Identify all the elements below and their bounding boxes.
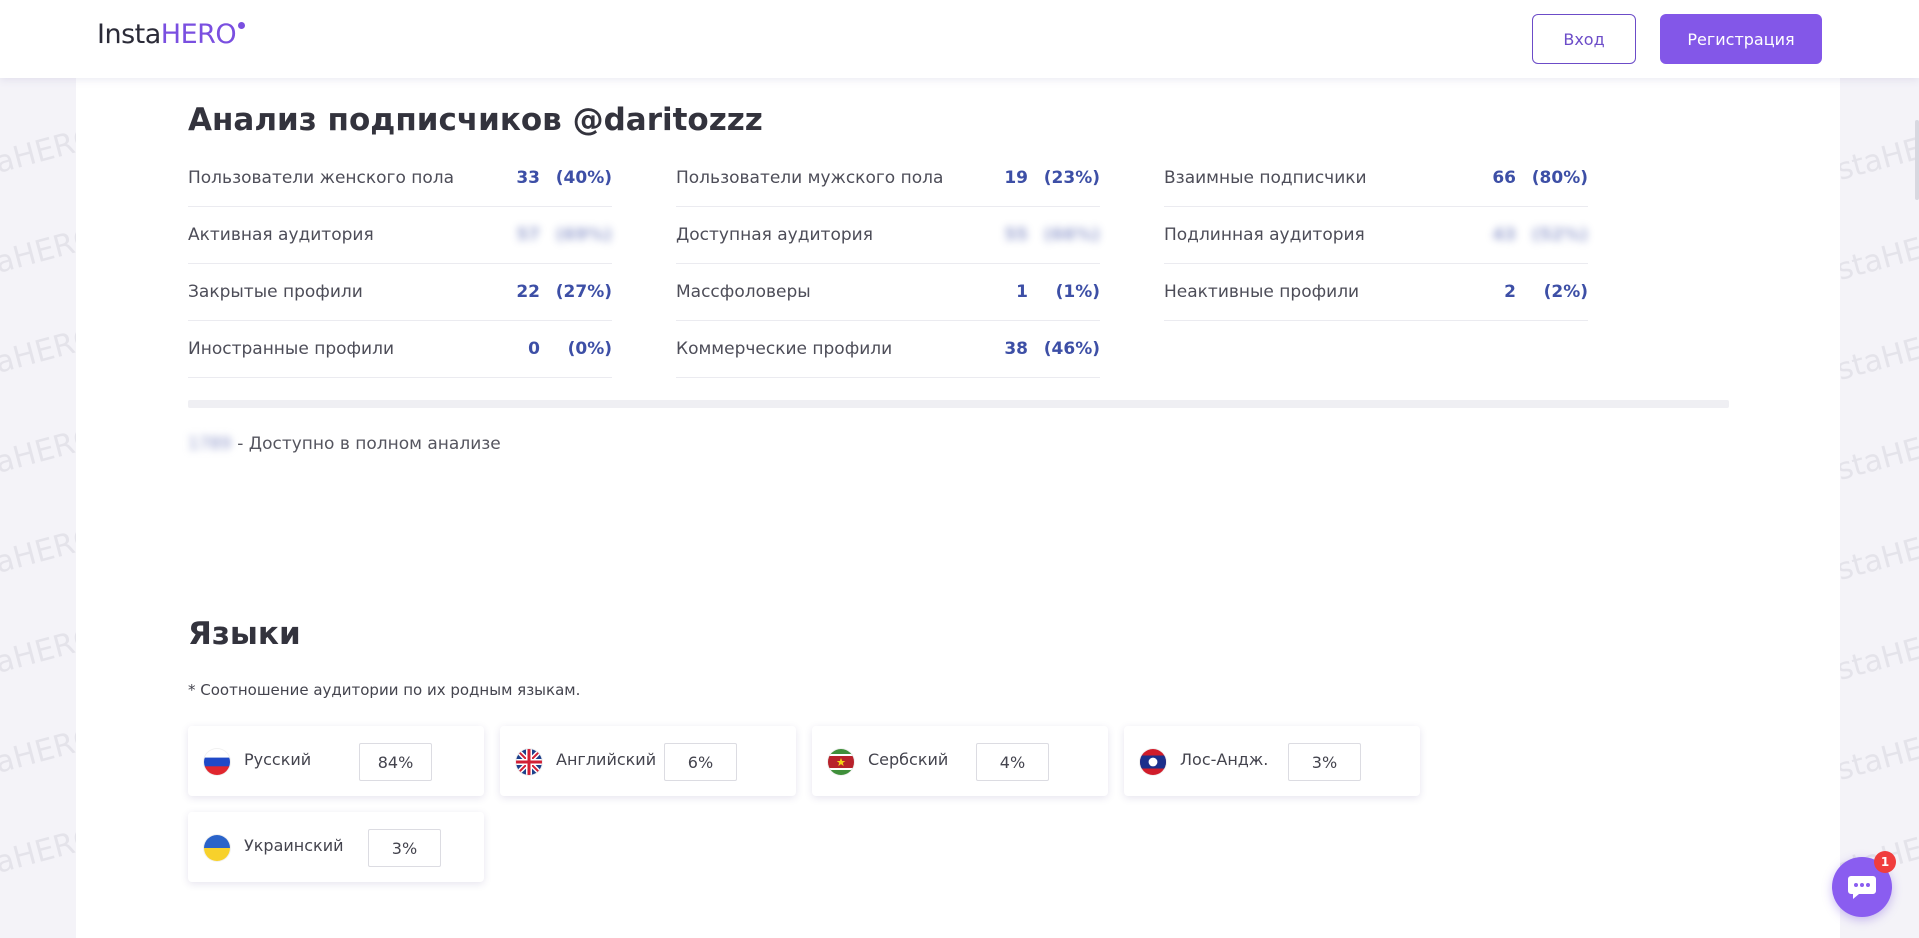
stat-label: Пользователи женского пола bbox=[188, 168, 455, 188]
language-name: Русский bbox=[244, 750, 312, 769]
stat-percent: (52%) bbox=[1531, 225, 1588, 245]
language-name: Украинский bbox=[244, 836, 344, 855]
stat-label: Активная аудитория bbox=[188, 225, 374, 245]
language-percent: 3% bbox=[1288, 743, 1361, 781]
stat-label: Подлинная аудитория bbox=[1164, 225, 1365, 245]
stat-label: Массфоловеры bbox=[676, 282, 811, 302]
stat-percent: (0%) bbox=[567, 339, 612, 359]
language-card: Русский 84% bbox=[188, 726, 484, 796]
language-name: Сербский bbox=[868, 750, 949, 769]
stat-row: Массфоловеры 1 (1%) bbox=[676, 264, 1100, 321]
stat-label: Взаимные подписчики bbox=[1164, 168, 1367, 188]
russia-flag-icon bbox=[204, 749, 230, 775]
stat-label: Коммерческие профили bbox=[676, 339, 893, 359]
instahero-logo[interactable]: InstaHERO bbox=[97, 19, 246, 50]
stats-column-2: Пользователи мужского пола 19 (23%) Доступн… bbox=[676, 150, 1100, 378]
languages-subtitle: * Соотношение аудитории по их родным язы… bbox=[188, 681, 581, 699]
stat-row: Закрытые профили 22 (27%) bbox=[188, 264, 612, 321]
stat-percent: (1%) bbox=[1055, 282, 1100, 302]
main-content-card: Анализ подписчиков @daritozzz Пользовате… bbox=[76, 78, 1840, 938]
stat-label: Закрытые профили bbox=[188, 282, 363, 302]
chat-unread-badge: 1 bbox=[1874, 851, 1896, 873]
login-button[interactable]: Вход bbox=[1532, 14, 1636, 64]
chat-widget-button[interactable]: 1 bbox=[1832, 851, 1896, 917]
stat-row: Доступная аудитория 55 (66%) bbox=[676, 207, 1100, 264]
stat-count: 66 bbox=[1492, 168, 1516, 188]
laos-flag-icon bbox=[1140, 749, 1166, 775]
stat-count: 57 bbox=[516, 225, 540, 245]
uk-flag-icon bbox=[516, 749, 542, 775]
chat-icon bbox=[1848, 876, 1876, 899]
stat-count: 22 bbox=[516, 282, 540, 302]
stat-count: 19 bbox=[1004, 168, 1028, 188]
language-percent: 6% bbox=[664, 743, 737, 781]
logo-insta-text: Insta bbox=[97, 19, 161, 50]
stat-count: 33 bbox=[516, 168, 540, 188]
stat-label: Неактивные профили bbox=[1164, 282, 1360, 302]
stat-row: Иностранные профили 0 (0%) bbox=[188, 321, 612, 378]
language-card: Лос-Андж. 3% bbox=[1124, 726, 1420, 796]
language-percent: 3% bbox=[368, 829, 441, 867]
stats-column-3: Взаимные подписчики 66 (80%) Подлинная ауди… bbox=[1164, 150, 1588, 321]
stat-row: Активная аудитория 57 (69%) bbox=[188, 207, 612, 264]
ukraine-flag-icon bbox=[204, 835, 230, 861]
stat-count: 43 bbox=[1492, 225, 1516, 245]
language-percent: 4% bbox=[976, 743, 1049, 781]
language-card: Английский 6% bbox=[500, 726, 796, 796]
full-analysis-count: 1789 bbox=[188, 434, 232, 454]
stat-percent: (80%) bbox=[1531, 168, 1588, 188]
stats-column-1: Пользователи женского пола 33 (40%) Активна… bbox=[188, 150, 612, 378]
logo-hero-text: HERO bbox=[160, 19, 237, 50]
stat-label: Пользователи мужского пола bbox=[676, 168, 944, 188]
scrollbar-thumb[interactable] bbox=[1915, 120, 1919, 200]
register-button[interactable]: Регистрация bbox=[1660, 14, 1822, 64]
top-header: InstaHERO Вход Регистрация bbox=[0, 0, 1919, 78]
stat-count: 0 bbox=[528, 339, 540, 359]
full-analysis-text: - Доступно в полном анализе bbox=[237, 434, 501, 454]
analysis-title: Анализ подписчиков @daritozzz bbox=[188, 102, 763, 138]
stat-row: Пользователи мужского пола 19 (23%) bbox=[676, 150, 1100, 207]
stat-row: Пользователи женского пола 33 (40%) bbox=[188, 150, 612, 207]
stat-percent: (40%) bbox=[555, 168, 612, 188]
stat-row: Взаимные подписчики 66 (80%) bbox=[1164, 150, 1588, 207]
stat-percent: (2%) bbox=[1543, 282, 1588, 302]
stat-percent: (66%) bbox=[1043, 225, 1100, 245]
stat-label: Доступная аудитория bbox=[676, 225, 873, 245]
stat-count: 1 bbox=[1016, 282, 1028, 302]
stat-percent: (46%) bbox=[1043, 339, 1100, 359]
stat-percent: (27%) bbox=[555, 282, 612, 302]
stat-count: 2 bbox=[1504, 282, 1516, 302]
stat-row: Неактивные профили 2 (2%) bbox=[1164, 264, 1588, 321]
language-card: Украинский 3% bbox=[188, 812, 484, 882]
stat-row: Коммерческие профили 38 (46%) bbox=[676, 321, 1100, 378]
stat-percent: (69%) bbox=[555, 225, 612, 245]
language-percent: 84% bbox=[359, 743, 432, 781]
logo-dot bbox=[238, 22, 246, 29]
stat-count: 38 bbox=[1004, 339, 1028, 359]
languages-title: Языки bbox=[188, 616, 301, 652]
stat-row: Подлинная аудитория 43 (52%) bbox=[1164, 207, 1588, 264]
stat-label: Иностранные профили bbox=[188, 339, 395, 359]
stat-count: 55 bbox=[1004, 225, 1028, 245]
full-analysis-note: 1789- Доступно в полном анализе bbox=[188, 434, 501, 454]
suriname-flag-icon bbox=[828, 749, 854, 775]
section-divider bbox=[188, 400, 1729, 408]
stat-percent: (23%) bbox=[1043, 168, 1100, 188]
language-name: Английский bbox=[556, 750, 657, 769]
language-card: Сербский 4% bbox=[812, 726, 1108, 796]
language-name: Лос-Андж. bbox=[1180, 750, 1269, 769]
